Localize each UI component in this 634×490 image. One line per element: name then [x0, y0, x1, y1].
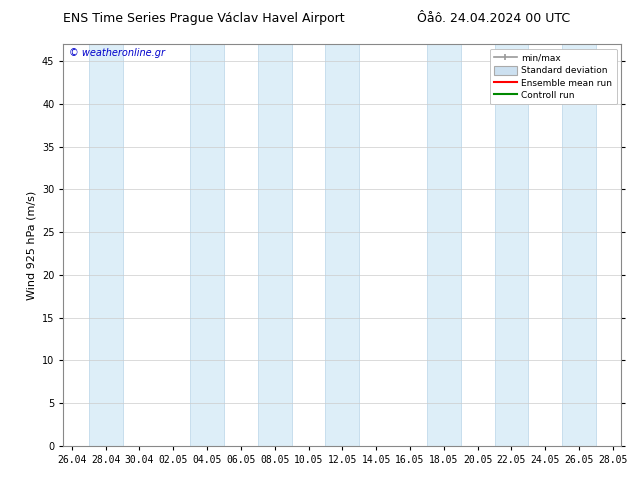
Y-axis label: Wind 925 hPa (m/s): Wind 925 hPa (m/s): [27, 191, 36, 299]
Bar: [495, 44, 528, 446]
Bar: [562, 44, 596, 446]
Text: © weatheronline.gr: © weatheronline.gr: [69, 48, 165, 58]
Bar: [89, 44, 122, 446]
Text: Ôåô. 24.04.2024 00 UTC: Ôåô. 24.04.2024 00 UTC: [417, 12, 571, 25]
Text: ENS Time Series Prague Václav Havel Airport: ENS Time Series Prague Václav Havel Airp…: [63, 12, 345, 25]
Legend: min/max, Standard deviation, Ensemble mean run, Controll run: min/max, Standard deviation, Ensemble me…: [489, 49, 617, 104]
Bar: [427, 44, 461, 446]
Bar: [190, 44, 224, 446]
Bar: [258, 44, 292, 446]
Bar: [325, 44, 359, 446]
